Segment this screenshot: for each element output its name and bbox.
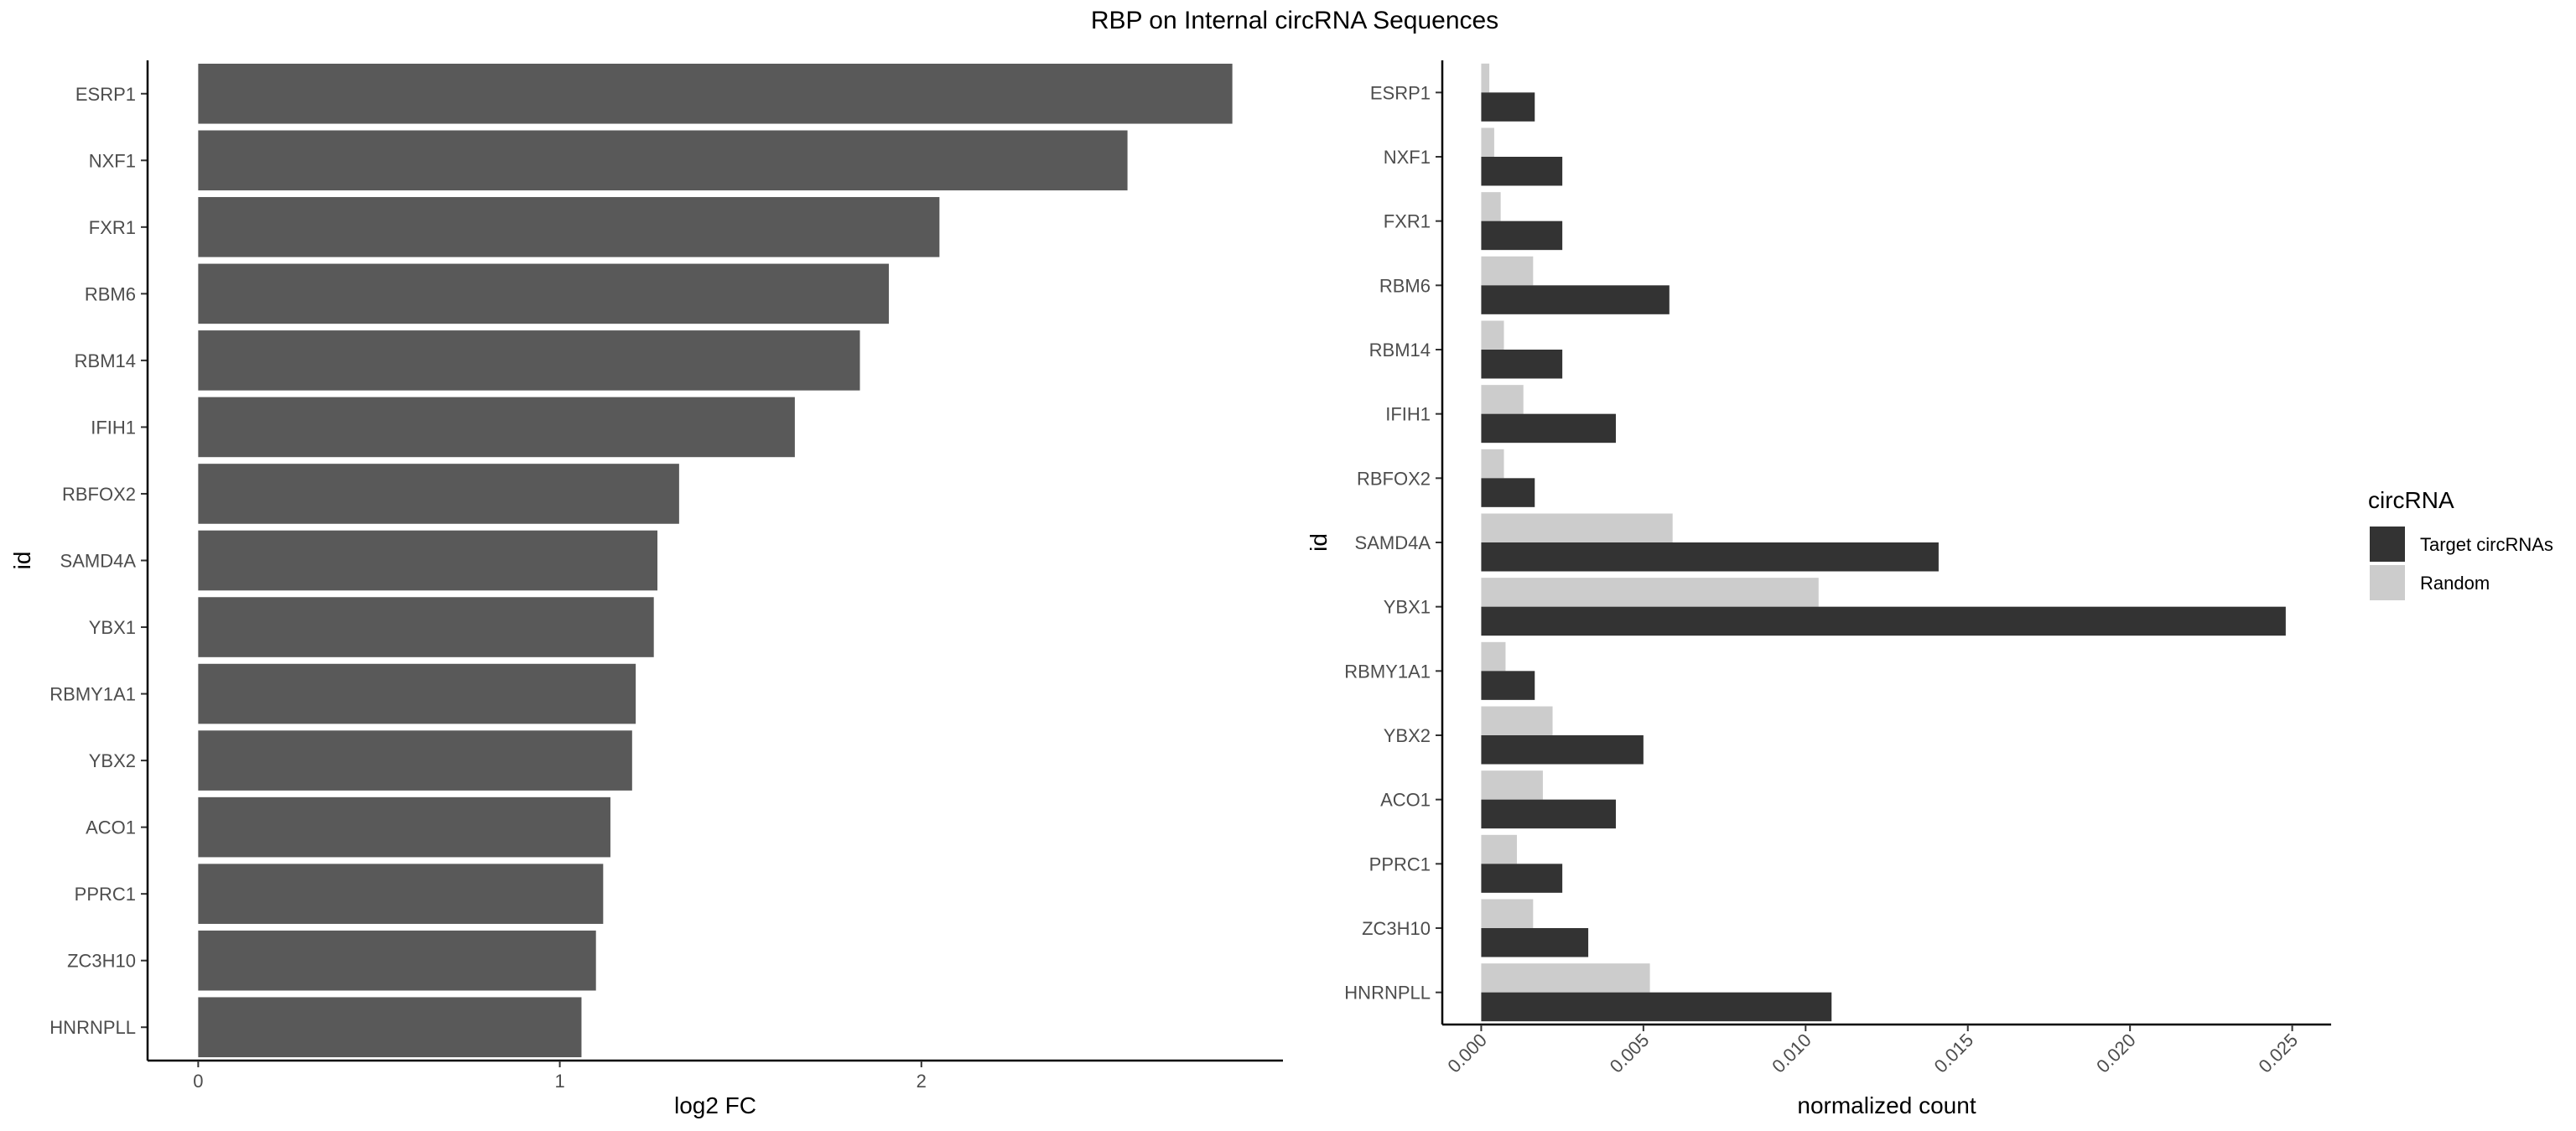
y-tick-label: SAMD4A	[1355, 532, 1431, 553]
legend-title: circRNA	[2368, 487, 2454, 513]
bar-hnrnpll	[198, 997, 582, 1058]
bar-random-ybx2	[1481, 706, 1553, 735]
x-tick-label: 2	[917, 1071, 927, 1092]
bar-target-rbm14	[1481, 350, 1563, 379]
legend: circRNA Target circRNAs Random	[2368, 487, 2553, 600]
y-tick-label: ZC3H10	[1362, 918, 1431, 939]
bar-rbfox2	[198, 464, 679, 524]
y-tick-label: YBX2	[1384, 725, 1431, 746]
y-tick-label: ESRP1	[1370, 82, 1431, 103]
y-tick-label: RBFOX2	[62, 484, 136, 505]
bar-random-esrp1	[1481, 63, 1490, 93]
y-tick-label: PPRC1	[75, 884, 136, 905]
bar-rbm6	[198, 263, 889, 324]
bar-random-rbmy1a1	[1481, 641, 1506, 672]
bar-random-zc3h10	[1481, 899, 1534, 928]
bar-aco1	[198, 796, 610, 858]
bar-target-zc3h10	[1481, 928, 1589, 957]
bar-target-ybx1	[1481, 606, 2286, 636]
y-axis-title: id	[9, 552, 35, 570]
y-tick-label: NXF1	[1384, 147, 1431, 168]
legend-label: Random	[2420, 573, 2490, 594]
bar-target-hnrnpll	[1481, 992, 1832, 1022]
y-tick-label: YBX1	[89, 617, 136, 638]
bar-random-ybx1	[1481, 578, 1819, 607]
bar-random-pprc1	[1481, 834, 1517, 864]
bar-target-ybx2	[1481, 735, 1644, 765]
y-tick-label: ZC3H10	[67, 951, 136, 972]
y-tick-label: ESRP1	[75, 84, 136, 105]
bar-ybx1	[198, 597, 654, 657]
x-axis-title: normalized count	[1797, 1092, 1976, 1118]
y-tick-label: HNRNPLL	[1344, 983, 1431, 1004]
y-tick-label: SAMD4A	[60, 551, 137, 572]
y-tick-label: YBX2	[89, 750, 136, 771]
x-tick-label: 1	[554, 1071, 564, 1092]
bar-target-rbm6	[1481, 285, 1670, 314]
right-panel: ESRP1 NXF1 FXR1 RBM6 RBM14 IFIH1 RBFOX2 SAMD4A Y…	[1306, 60, 2331, 1118]
bar-target-ifih1	[1481, 413, 1616, 444]
bar-random-samd4a	[1481, 513, 1673, 542]
y-tick-label: IFIH1	[91, 417, 136, 438]
y-tick-label: RBMY1A1	[1344, 661, 1431, 682]
y-tick-label: NXF1	[89, 150, 136, 171]
bar-nxf1	[198, 130, 1128, 191]
bar-target-pprc1	[1481, 864, 1563, 893]
bar-pprc1	[198, 864, 604, 924]
y-tick-label: ACO1	[86, 817, 136, 838]
y-axis-title: id	[1306, 533, 1332, 552]
bar-random-rbm6	[1481, 256, 1534, 286]
bar-ifih1	[198, 397, 795, 458]
bar-target-aco1	[1481, 799, 1616, 829]
bar-random-ifih1	[1481, 385, 1524, 414]
y-tick-label: ACO1	[1380, 790, 1431, 811]
bar-ybx2	[198, 730, 632, 791]
bar-rbmy1a1	[198, 663, 636, 724]
y-tick-label: FXR1	[1384, 211, 1431, 232]
x-tick-label: 0	[193, 1071, 203, 1092]
bar-random-nxf1	[1481, 127, 1494, 157]
bar-target-rbfox2	[1481, 478, 1535, 507]
legend-label: Target circRNAs	[2420, 534, 2553, 555]
figure-title: RBP on Internal circRNA Sequences	[1091, 7, 1498, 34]
legend-swatch	[2370, 565, 2405, 600]
y-tick-label: RBFOX2	[1357, 468, 1431, 489]
y-tick-label: IFIH1	[1385, 404, 1431, 425]
left-panel: ESRP1 NXF1 FXR1 RBM6 RBM14 IFIH1 RBFOX2 SAMD4A Y…	[9, 60, 1283, 1118]
bar-random-rbfox2	[1481, 449, 1504, 479]
y-tick-label: RBM6	[1379, 275, 1431, 296]
y-tick-label: FXR1	[89, 217, 136, 238]
x-axis-title: log2 FC	[674, 1092, 756, 1118]
bar-random-aco1	[1481, 770, 1543, 800]
bar-rbm14	[198, 330, 860, 391]
y-tick-label: YBX1	[1384, 597, 1431, 618]
y-tick-label: PPRC1	[1369, 853, 1431, 874]
bar-zc3h10	[198, 930, 596, 991]
bar-samd4a	[198, 530, 658, 591]
legend-swatch	[2370, 527, 2405, 562]
bar-target-fxr1	[1481, 220, 1563, 251]
y-tick-label: RBMY1A1	[49, 684, 136, 705]
y-tick-label: RBM14	[1369, 340, 1431, 361]
bar-random-fxr1	[1481, 192, 1501, 221]
bar-target-nxf1	[1481, 157, 1563, 186]
bar-esrp1	[198, 63, 1233, 124]
y-tick-label: RBM14	[75, 350, 136, 371]
y-tick-label: RBM6	[85, 283, 136, 304]
bar-fxr1	[198, 197, 940, 257]
bar-target-samd4a	[1481, 542, 1939, 572]
bar-random-hnrnpll	[1481, 963, 1650, 993]
bar-random-rbm14	[1481, 320, 1504, 350]
bar-target-rbmy1a1	[1481, 671, 1535, 700]
bar-target-esrp1	[1481, 92, 1535, 122]
y-tick-label: HNRNPLL	[49, 1017, 136, 1038]
